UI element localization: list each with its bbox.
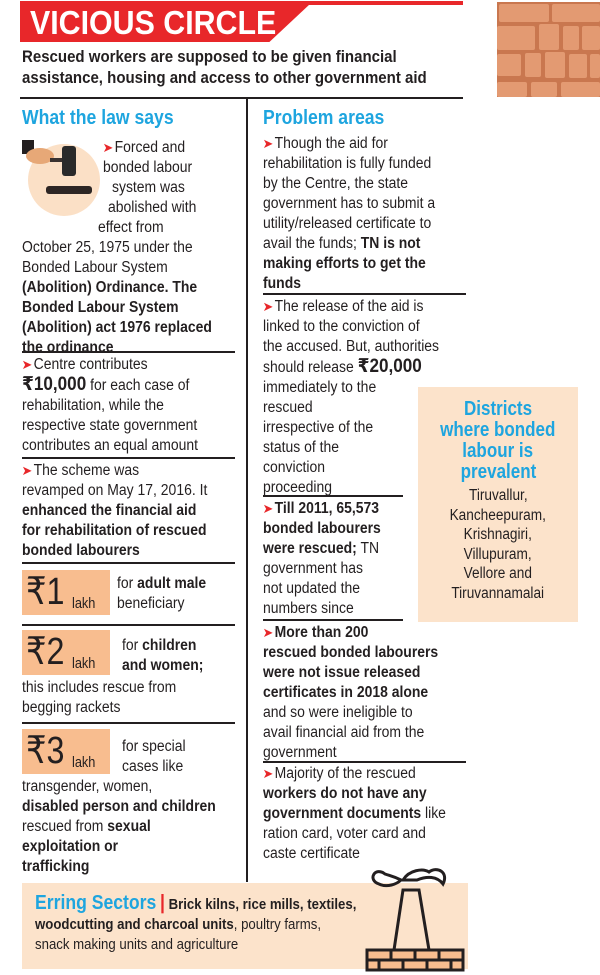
divider — [263, 761, 466, 763]
divider — [22, 351, 235, 353]
sectors-heading: Erring Sectors — [35, 892, 157, 914]
brick-photo — [497, 2, 600, 97]
red-arrow-icon: ➤ — [21, 463, 33, 478]
law-item-1-e: October 25, 1975 under the Bonded Labour… — [22, 239, 212, 356]
section-heading-problems: Problem areas — [263, 107, 385, 129]
column-divider — [246, 99, 248, 882]
districts-panel: Districts where bonded labour is prevale… — [418, 387, 578, 622]
problem-item-1: ➤Though the aid for rehabilitation is fu… — [262, 135, 436, 292]
red-arrow-icon: ➤ — [262, 136, 274, 151]
law-item-1-c: abolished with — [108, 199, 197, 216]
red-arrow-icon: ➤ — [262, 625, 274, 640]
divider — [22, 457, 235, 459]
aid-tier-3-amount: ₹3 — [26, 730, 65, 772]
aid-tier-3-badge — [22, 729, 110, 774]
red-arrow-icon: ➤ — [262, 501, 274, 516]
sectors-text: Erring Sectors | Brick kilns, rice mills… — [35, 892, 357, 953]
aid-tier-2-extra: this includes rescue from begging racket… — [22, 679, 177, 716]
red-arrow-icon: ➤ — [262, 766, 274, 781]
header-rule — [20, 97, 463, 99]
aid-tier-1-desc: for adult male beneficiary — [117, 575, 207, 612]
law-item-1-d: effect from — [98, 219, 164, 236]
divider — [22, 562, 235, 564]
page-title: VICIOUS CIRCLE — [30, 4, 277, 41]
subtitle-line: Rescued workers are supposed to be given… — [22, 48, 397, 66]
law-item-3: ➤The scheme was revamped on May 17, 2016… — [21, 462, 208, 559]
law-item-1-a: ➤Forced and bonded labour — [102, 139, 193, 176]
divider — [263, 293, 466, 295]
divider — [263, 619, 403, 621]
aid-tier-3-unit: lakh — [72, 754, 96, 771]
banner-background — [20, 4, 310, 42]
divider — [22, 624, 235, 626]
aid-tier-2-desc: for children and women; — [122, 637, 204, 674]
aid-tier-2-amount: ₹2 — [26, 631, 65, 673]
law-item-2: ➤Centre contributes ₹10,000 for each cas… — [21, 356, 199, 454]
factory-chimney-icon — [365, 868, 465, 972]
districts-list: Tiruvallur, Kancheepuram, Krishnagiri, V… — [449, 487, 547, 602]
aid-tier-3-extra: transgender, women, disabled person and … — [22, 778, 216, 875]
problem-item-4: ➤More than 200 rescued bonded labourers … — [262, 624, 439, 761]
gavel-icon — [22, 140, 100, 216]
law-item-1-b: system was — [112, 179, 185, 196]
aid-tier-2-unit: lakh — [72, 655, 96, 672]
red-arrow-icon: ➤ — [262, 299, 274, 314]
aid-tier-3-desc: for special cases like — [122, 738, 186, 775]
banner-top-line — [20, 1, 463, 5]
districts-title: Districts where bonded labour is prevale… — [440, 398, 556, 483]
red-arrow-icon: ➤ — [21, 357, 33, 372]
problem-item-5: ➤Majority of the rescued workers do not … — [262, 765, 446, 862]
aid-tier-1-amount: ₹1 — [26, 571, 65, 613]
aid-tier-2-badge — [22, 630, 110, 675]
section-heading-law: What the law says — [22, 107, 174, 129]
divider — [263, 495, 403, 497]
problem-item-2: ➤The release of the aid is linked to the… — [262, 298, 440, 496]
aid-tier-1-unit: lakh — [72, 595, 96, 612]
red-arrow-icon: ➤ — [102, 140, 114, 155]
divider — [22, 722, 235, 724]
problem-item-3: ➤Till 2011, 65,573 bonded labourers were… — [262, 500, 381, 617]
aid-tier-1-badge — [22, 570, 110, 615]
subtitle-line: assistance, housing and access to other … — [22, 69, 427, 87]
subtitle: Rescued workers are supposed to be given… — [22, 47, 432, 89]
